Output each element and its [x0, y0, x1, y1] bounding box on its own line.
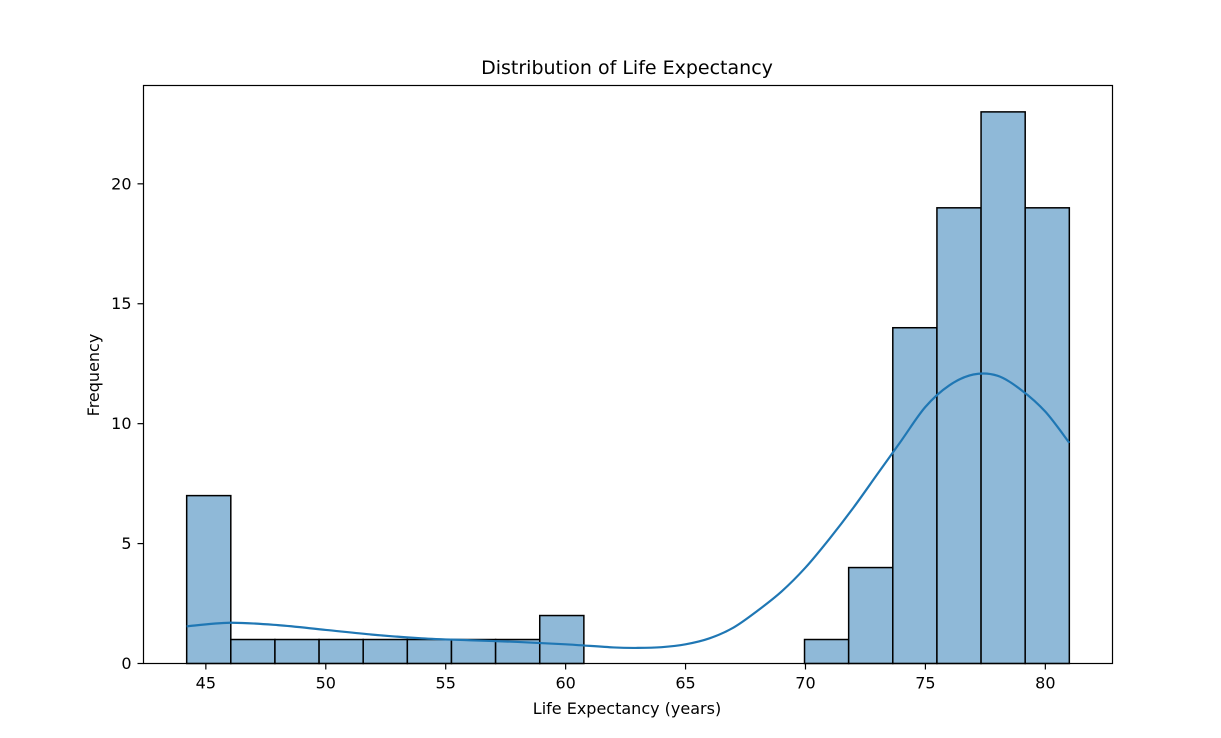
histogram-bar [538, 614, 585, 665]
x-tick-label: 60 [555, 674, 575, 693]
x-axis-label: Life Expectancy (years) [533, 699, 721, 718]
x-tick-label: 55 [436, 674, 456, 693]
y-tick-label: 5 [121, 534, 131, 553]
x-axis-ticks: 45 50 55 60 65 70 75 80 [196, 663, 1056, 693]
plot-frame [142, 84, 1114, 665]
x-tick-label: 80 [1035, 674, 1055, 693]
x-tick-label: 65 [675, 674, 695, 693]
histogram-bar [803, 638, 850, 665]
histogram-bar [1024, 207, 1071, 665]
y-tick-label: 0 [121, 654, 131, 673]
histogram-bar [450, 638, 497, 665]
histogram-bar [318, 638, 364, 665]
histogram-bar [230, 638, 276, 665]
chart-title: Distribution of Life Expectancy [481, 57, 773, 79]
y-axis-label: Frequency [84, 334, 103, 417]
y-tick-label: 10 [111, 414, 131, 433]
bars-group [185, 111, 1071, 665]
histogram-bar [185, 494, 232, 665]
x-tick-label: 45 [196, 674, 216, 693]
histogram-bar [362, 638, 409, 665]
histogram-bar [847, 566, 894, 665]
kde-group [186, 372, 1071, 650]
y-axis-ticks: 0 5 10 15 20 [111, 174, 144, 673]
histogram-bar [936, 207, 982, 665]
y-tick-label: 20 [111, 174, 131, 193]
kde-line [186, 372, 1071, 650]
x-tick-label: 50 [316, 674, 336, 693]
histogram-bar [892, 326, 938, 665]
histogram-bar [406, 638, 453, 665]
y-tick-label: 15 [111, 294, 131, 313]
x-tick-label: 70 [795, 674, 815, 693]
x-tick-label: 75 [915, 674, 935, 693]
histogram-bar [274, 638, 320, 665]
